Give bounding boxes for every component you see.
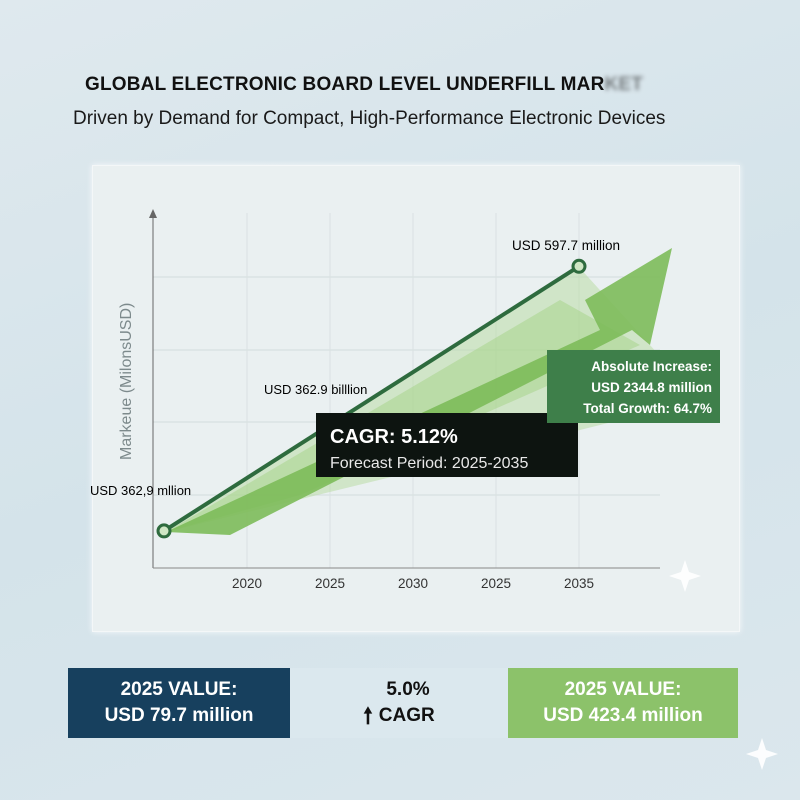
mid-label: CAGR <box>378 705 435 726</box>
sparkle-icon-2 <box>746 738 778 770</box>
summary-cagr: 5.0% 🠕 CAGR <box>290 668 508 738</box>
left-title: 2025 VALUE: <box>120 679 238 700</box>
mid-label: USD 362.9 billlion <box>264 382 367 397</box>
title-text: GLOBAL ELECTRONIC BOARD LEVEL UNDERFILL … <box>85 74 605 95</box>
x-tick-label: 2035 <box>564 576 594 591</box>
title-obscured: KET <box>604 74 644 95</box>
x-tick-label: 2030 <box>398 576 428 591</box>
mid-value: 5.0% <box>386 679 430 700</box>
data-point <box>156 523 172 539</box>
summary-end-value: 2025 VALUE: USD 423.4 million <box>508 668 738 738</box>
cagr-box: CAGR: 5.12% Forecast Period: 2025-2035 <box>316 413 578 477</box>
growth-shade <box>166 266 700 532</box>
page-subtitle: Driven by Demand for Compact, High-Perfo… <box>73 108 666 129</box>
page-title: GLOBAL ELECTRONIC BOARD LEVEL UNDERFILL … <box>85 74 643 96</box>
end-label: USD 597.7 million <box>512 238 620 253</box>
x-tick-label: 2020 <box>232 576 262 591</box>
increase-value: USD 2344.8 million <box>591 380 712 395</box>
start-label: USD 362,9 mllion <box>90 483 191 498</box>
increase-title: Absolute Increase: <box>591 359 712 374</box>
cagr-text: CAGR: 5.12% <box>330 426 458 448</box>
left-value: USD 79.7 million <box>104 705 254 726</box>
arrow-up-icon: 🠕 <box>363 703 373 728</box>
summary-start-value: 2025 VALUE: USD 79.7 million <box>68 668 290 738</box>
increase-box: Absolute Increase: USD 2344.8 million To… <box>547 350 720 423</box>
x-tick-label: 2025 <box>315 576 345 591</box>
total-growth: Total Growth: 64.7% <box>583 401 712 416</box>
right-title: 2025 VALUE: <box>564 679 682 700</box>
y-axis-arrow-icon <box>149 209 157 218</box>
y-axis-label: Markeue (MilonsUSD) <box>118 303 135 460</box>
data-point <box>571 258 587 274</box>
right-value: USD 423.4 million <box>543 705 703 726</box>
sparkle-icon <box>669 560 701 592</box>
x-tick-label: 2025 <box>481 576 511 591</box>
forecast-text: Forecast Period: 2025-2035 <box>330 455 528 472</box>
series-line <box>162 264 581 533</box>
